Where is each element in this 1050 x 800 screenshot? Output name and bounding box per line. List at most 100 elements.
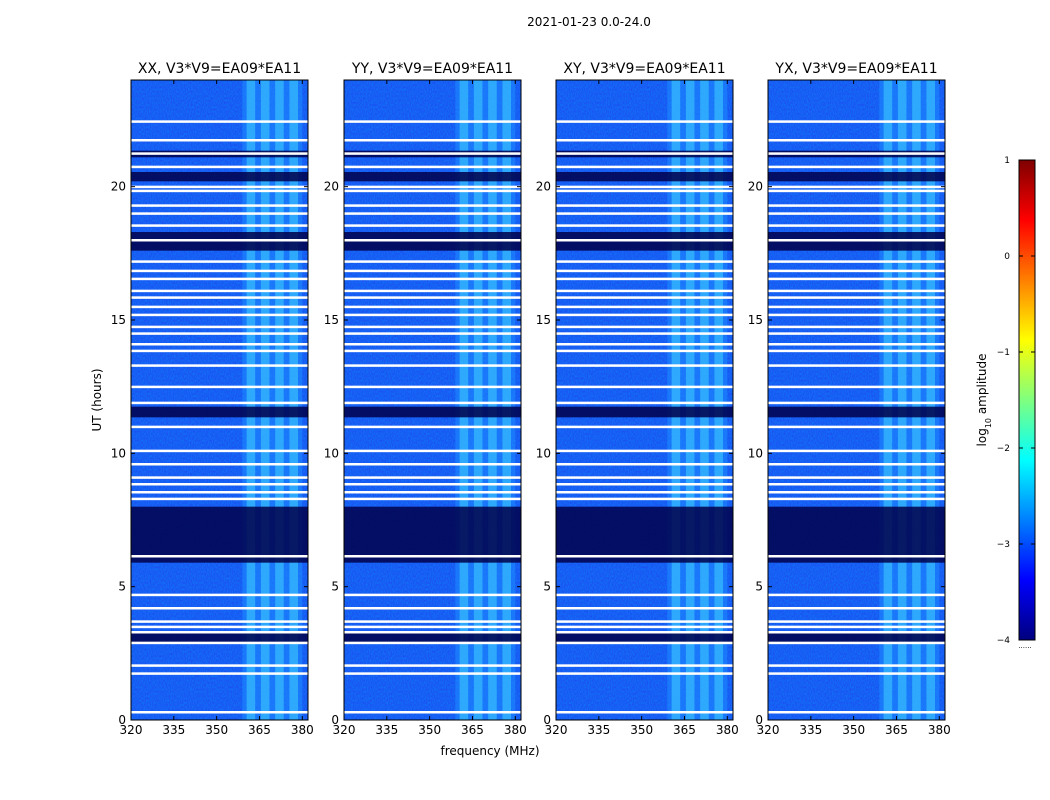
flagged-time-row (344, 620, 521, 623)
flagged-time-row (344, 165, 521, 169)
y-tick-label: 0 (543, 713, 551, 727)
flagged-time-row (556, 120, 733, 123)
flagged-time-row (768, 625, 945, 629)
flagged-time-row (131, 296, 308, 299)
x-tick-label: 335 (162, 723, 185, 737)
flagged-time-row (768, 269, 945, 273)
flagged-time-row (344, 625, 521, 629)
flagged-time-row (556, 313, 733, 317)
flagged-time-row (344, 491, 521, 494)
flagged-time-row (131, 711, 308, 714)
flagged-time-row (344, 711, 521, 714)
flagged-time-row (131, 593, 308, 597)
colorbar-tick-label: −3 (997, 540, 1010, 550)
y-tick-label: 15 (536, 313, 551, 327)
flagged-time-row (768, 401, 945, 405)
flagged-time-row (768, 189, 945, 193)
band-subchannel (912, 80, 921, 720)
flagged-time-row (556, 463, 733, 466)
flagged-time-row (344, 483, 521, 486)
x-axis-label: frequency (MHz) (440, 744, 539, 758)
colorbar-tick-label: 1 (1004, 156, 1010, 166)
flagged-time-row (768, 664, 945, 667)
flagged-time-row (768, 239, 945, 242)
flagged-time-row (556, 277, 733, 281)
y-tick-label: 0 (118, 713, 126, 727)
flagged-time-row (768, 289, 945, 293)
x-tick-label: 320 (333, 723, 356, 737)
figure-suptitle: 2021-01-23 0.0-24.0 (527, 15, 651, 29)
dark-time-band (344, 172, 521, 182)
flagged-time-row (131, 607, 308, 610)
flagged-time-row (344, 313, 521, 317)
flagged-time-row (768, 711, 945, 714)
flagged-time-row (556, 641, 733, 645)
colorbar: −4 −3 −2 −1 0 1 ...... log10 amplitude (975, 156, 1036, 650)
flagged-time-row (344, 269, 521, 273)
colorbar-gradient (1018, 159, 1036, 641)
flagged-time-row (131, 277, 308, 281)
y-tick-label: 20 (111, 180, 126, 194)
colorbar-ticks: −4 −3 −2 −1 0 1 (997, 156, 1035, 646)
flagged-time-row (556, 364, 733, 367)
flagged-time-row (344, 239, 521, 242)
flagged-time-row (556, 189, 733, 193)
panels-group: XX, V3*V9=EA09*EA11 320 335 350 365 380 0 5 10 15… (111, 61, 951, 737)
flagged-time-row (344, 401, 521, 405)
flagged-time-row (344, 664, 521, 667)
flagged-time-row (768, 325, 945, 329)
flagged-time-row (556, 139, 733, 142)
colorbar-tick-label: −1 (997, 348, 1010, 358)
panel-title: XY, V3*V9=EA09*EA11 (563, 61, 725, 77)
flagged-time-row (556, 289, 733, 293)
flagged-time-row (344, 476, 521, 479)
y-tick-label: 10 (748, 446, 763, 460)
band-subchannel (488, 80, 497, 720)
flagged-time-row (131, 401, 308, 405)
flagged-time-row (556, 305, 733, 309)
flagged-time-row (556, 239, 733, 242)
flagged-time-row (768, 364, 945, 367)
band-subchannel (246, 80, 256, 720)
y-tick-label: 20 (324, 180, 339, 194)
band-subchannel (883, 80, 893, 720)
flagged-time-row (768, 607, 945, 610)
dark-time-band (131, 172, 308, 182)
flagged-time-row (556, 497, 733, 501)
flagged-time-row (556, 332, 733, 335)
colorbar-tick-label: −2 (997, 444, 1010, 454)
x-tick-label: 335 (375, 723, 398, 737)
flagged-time-row (556, 224, 733, 227)
flagged-time-row (768, 593, 945, 597)
panel-frame (130, 79, 309, 721)
x-tick-label: 335 (799, 723, 822, 737)
x-tick-label: 380 (291, 723, 314, 737)
y-tick-label: 15 (111, 313, 126, 327)
flagged-time-row (344, 631, 521, 634)
band-subchannel (289, 80, 299, 720)
flagged-time-row (131, 491, 308, 494)
flagged-time-row (131, 189, 308, 193)
y-tick-label: 20 (536, 180, 551, 194)
flagged-time-row (556, 449, 733, 453)
flagged-time-row (556, 620, 733, 623)
x-tick-label: 320 (545, 723, 568, 737)
flagged-time-row (131, 555, 308, 558)
flagged-time-row (768, 620, 945, 623)
panel-frame (343, 79, 522, 721)
flagged-time-row (131, 425, 308, 429)
dark-time-band (768, 506, 945, 563)
flagged-time-row (768, 212, 945, 215)
y-tick-label: 0 (755, 713, 763, 727)
band-subchannel (459, 80, 469, 720)
flagged-time-row (131, 664, 308, 667)
colorbar-tick-label: 0 (1004, 252, 1010, 262)
flagged-time-row (131, 476, 308, 479)
flagged-time-row (556, 349, 733, 353)
flagged-time-row (344, 425, 521, 429)
band-subchannel (502, 80, 512, 720)
flagged-time-row (556, 165, 733, 169)
flagged-time-row (344, 641, 521, 645)
flagged-time-row (131, 332, 308, 335)
